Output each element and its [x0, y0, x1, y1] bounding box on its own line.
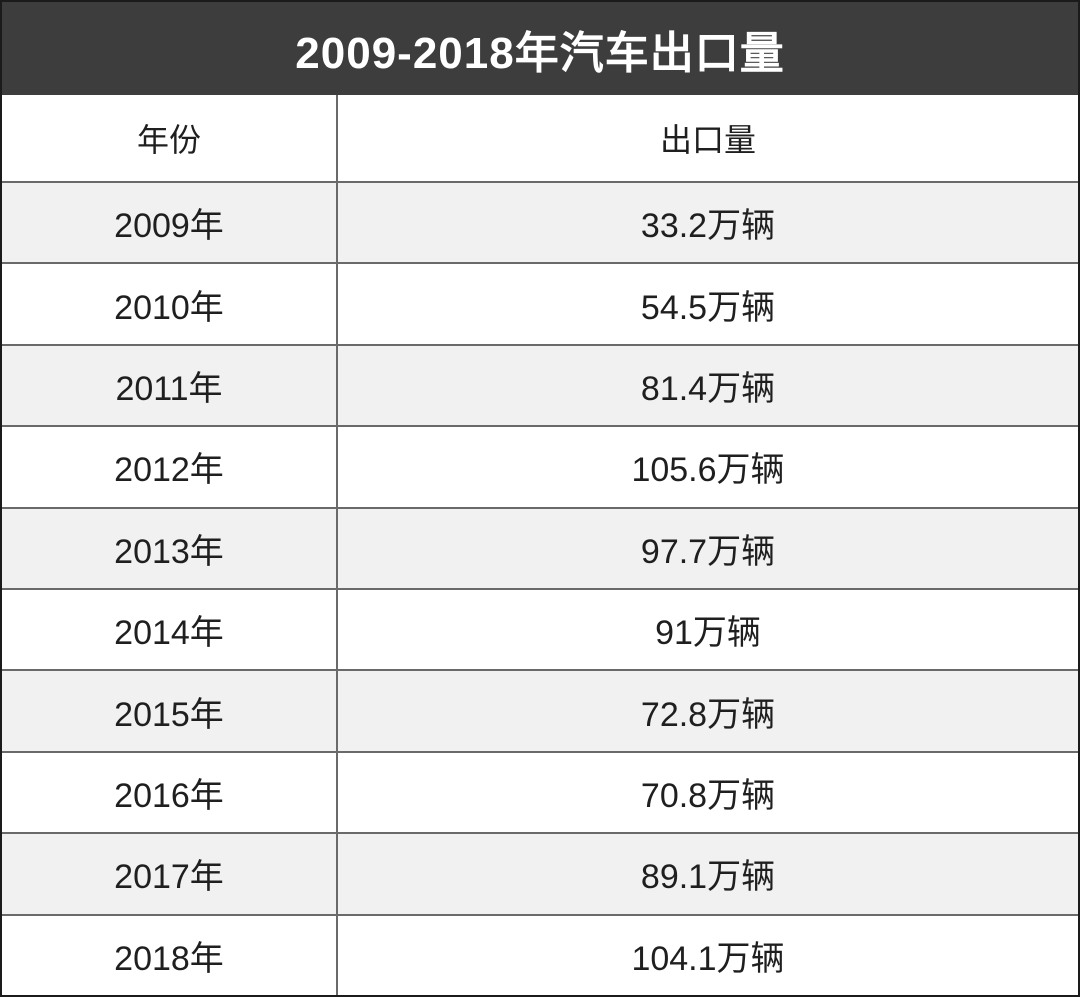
- year-cell: 2017年: [2, 834, 338, 914]
- year-cell: 2015年: [2, 671, 338, 751]
- column-header-export: 出口量: [659, 122, 756, 158]
- table-row: 2018年 104.1万辆: [2, 913, 1078, 995]
- value-cell: 91万辆: [655, 614, 761, 653]
- title-bar: 2009-2018年汽车出口量: [2, 2, 1078, 95]
- value-cell: 105.6万辆: [631, 451, 785, 490]
- value-cell: 72.8万辆: [640, 695, 776, 734]
- table-row: 2017年 89.1万辆: [2, 832, 1078, 914]
- value-cell: 33.2万辆: [640, 207, 776, 246]
- table-row: 2009年 33.2万辆: [2, 181, 1078, 263]
- value-cell: 89.1万辆: [640, 858, 776, 897]
- year-cell: 2010年: [2, 264, 338, 344]
- value-cell: 97.7万辆: [640, 532, 776, 571]
- page-title: 2009-2018年汽车出口量: [295, 28, 785, 78]
- table-row: 2013年 97.7万辆: [2, 506, 1078, 589]
- year-cell: 2011年: [2, 345, 338, 426]
- year-cell: 2014年: [2, 590, 338, 670]
- table-row: 2010年 54.5万辆: [2, 262, 1078, 344]
- table-row: 2014年 91万辆: [2, 588, 1078, 670]
- table-row: 2011年 81.4万辆: [2, 343, 1078, 426]
- value-cell: 70.8万辆: [640, 777, 776, 816]
- table-row: 2012年 105.6万辆: [2, 425, 1078, 507]
- value-cell: 54.5万辆: [640, 288, 776, 327]
- table-row: 2016年 70.8万辆: [2, 750, 1078, 833]
- table-row: 2015年 72.8万辆: [2, 669, 1078, 751]
- column-header-year: 年份: [2, 95, 338, 181]
- value-cell: 81.4万辆: [640, 370, 776, 409]
- table-body: 2009年 33.2万辆 2010年 54.5万辆 2011年 81.4万辆 2…: [2, 181, 1078, 995]
- year-cell: 2016年: [2, 752, 338, 833]
- year-cell: 2018年: [2, 915, 338, 995]
- year-cell: 2009年: [2, 183, 338, 263]
- value-cell: 104.1万辆: [631, 939, 785, 978]
- table-header-row: 年份 出口量: [2, 95, 1078, 181]
- year-cell: 2012年: [2, 427, 338, 507]
- year-cell: 2013年: [2, 508, 338, 589]
